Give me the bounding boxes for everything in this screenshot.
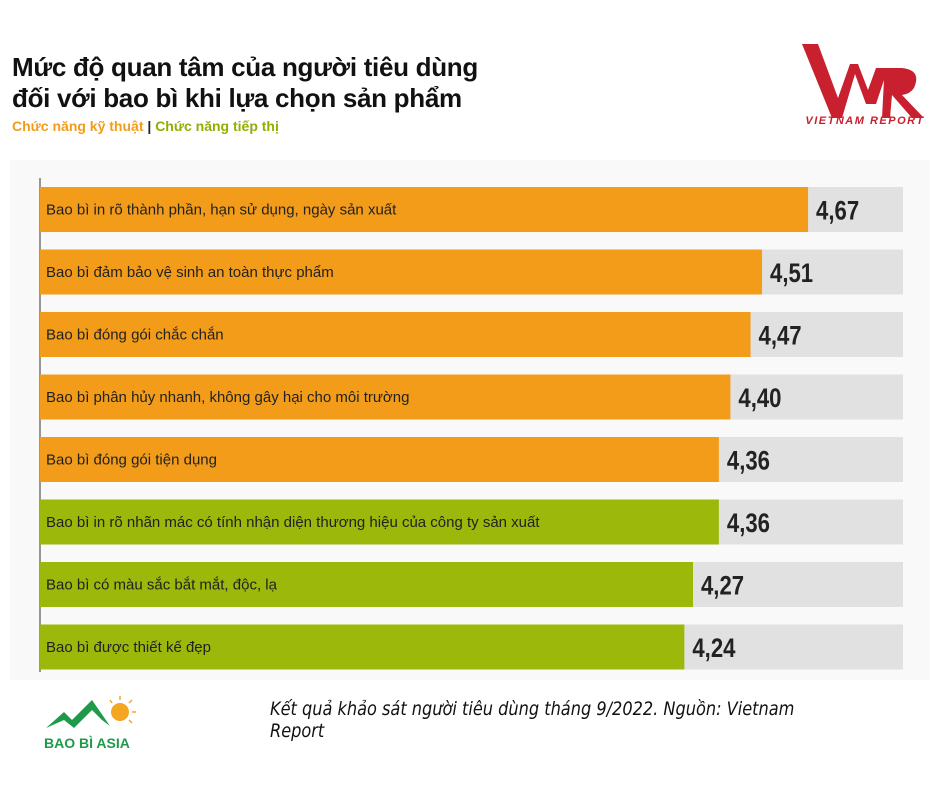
category-label: Bao bì có màu sắc bắt mắt, độc, lạ [46,577,278,594]
bar [40,249,763,295]
value-label: 4,27 [701,572,744,602]
value-label: 4,40 [738,384,781,414]
value-label: 4,36 [727,509,770,539]
category-label: Bao bì đảm bảo vệ sinh an toàn thực phẩm [46,264,334,281]
title-line-2: đối với bao bì khi lựa chọn sản phẩm [12,83,462,113]
title-line-1: Mức độ quan tâm của người tiêu dùng [12,52,478,82]
value-label: 4,51 [770,259,813,289]
value-label: 4,36 [727,447,770,477]
value-label: 4,67 [816,197,859,227]
bao-bi-asia-logo: BAO BÌ ASIA [44,696,136,751]
category-label: Bao bì in rõ nhãn mác có tính nhận diện … [46,514,540,531]
vnr-logo-text: VIETNAM REPORT [805,115,924,126]
legend-separator: | [147,118,152,134]
legend-technical: Chức năng kỹ thuật [12,118,144,134]
category-label: Bao bì đóng gói tiện dụng [46,452,217,469]
bar [40,437,719,482]
bar [40,499,719,545]
baobi-logo-text: BAO BÌ ASIA [44,735,130,751]
category-label: Bao bì in rõ thành phần, hạn sử dụng, ng… [46,202,397,219]
value-label: 4,24 [692,634,735,664]
category-label: Bao bì đóng gói chắc chắn [46,327,224,344]
value-label: 4,47 [759,322,802,352]
bar-chart: Bao bì in rõ thành phần, hạn sử dụng, ng… [39,178,903,672]
bar [40,374,731,420]
legend-marketing: Chức năng tiếp thị [155,118,279,134]
footnote: Kết quả khảo sát người tiêu dùng tháng 9… [270,698,795,742]
bar [40,624,685,670]
category-label: Bao bì được thiết kế đẹp [46,639,211,656]
legend: Chức năng kỹ thuật | Chức năng tiếp thị [12,118,279,134]
chart-title: Mức độ quan tâm của người tiêu dùng đối … [12,52,478,114]
bar [40,187,809,232]
bar [40,562,694,607]
vietnam-report-logo: VIETNAM REPORT [802,44,924,126]
bar [40,312,751,357]
category-label: Bao bì phân hủy nhanh, không gây hại cho… [46,389,409,406]
chart-panel: Bao bì in rõ thành phần, hạn sử dụng, ng… [10,160,930,680]
